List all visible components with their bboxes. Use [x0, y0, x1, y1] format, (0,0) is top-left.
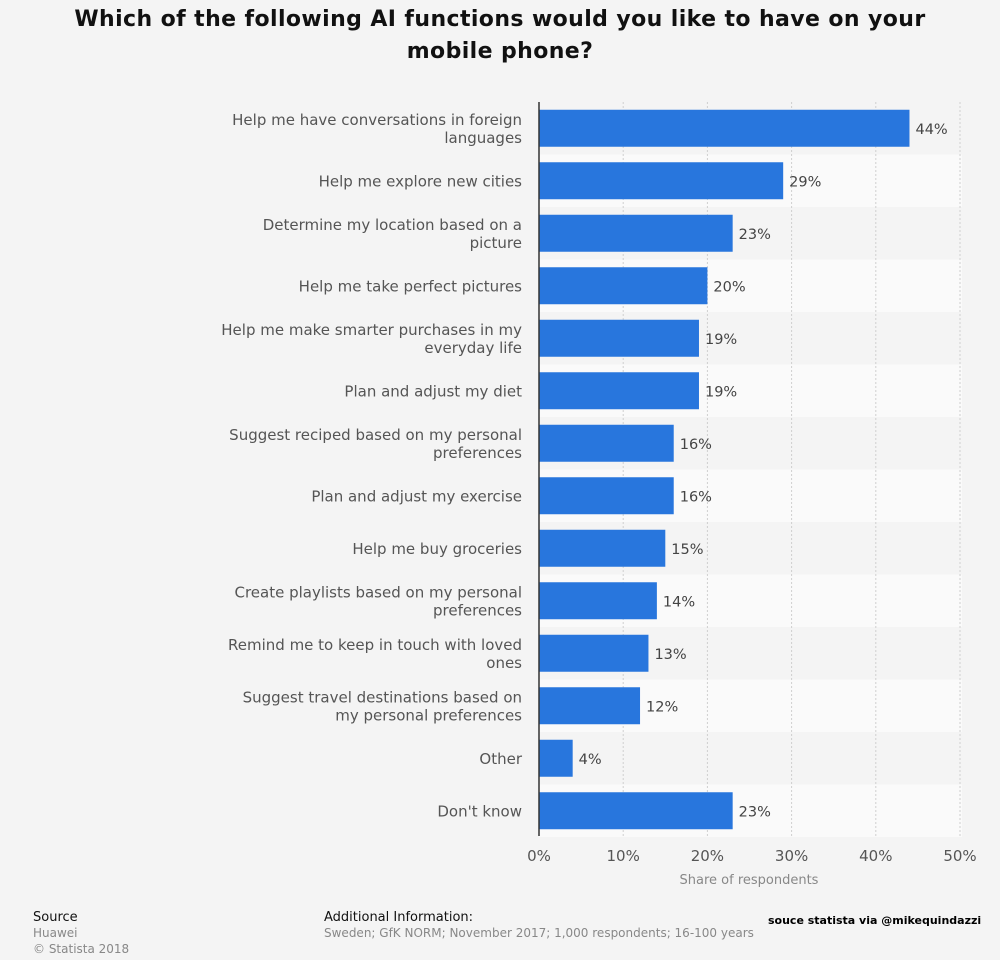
- bar-value-label: 19%: [705, 384, 737, 400]
- category-label: Plan and adjust my diet: [344, 382, 522, 400]
- category-label: Help me have conversations in foreign lan…: [232, 111, 522, 147]
- bar: [539, 687, 641, 725]
- bar-value-label: 16%: [680, 437, 712, 453]
- bar-value-label: 14%: [663, 594, 695, 610]
- bar: [539, 267, 708, 305]
- category-label: Create playlists based on my personal pre…: [234, 583, 522, 619]
- bar: [539, 214, 733, 252]
- bar-value-label: 20%: [713, 279, 745, 295]
- x-axis-title: Share of respondents: [680, 873, 819, 888]
- bar: [539, 477, 674, 515]
- bar-value-label: 19%: [705, 332, 737, 348]
- category-label: Don't know: [437, 802, 522, 820]
- bar-value-label: 16%: [680, 489, 712, 505]
- additional-info-heading: Additional Information:: [324, 910, 474, 925]
- bar-value-label: 15%: [671, 542, 703, 558]
- bar-value-label: 23%: [739, 227, 771, 243]
- bar: [539, 529, 666, 567]
- x-axis-ticks: 0% 10% 20% 30% 40% 50%: [527, 847, 977, 865]
- x-tick-label: 20%: [691, 847, 724, 865]
- source-heading: Source: [33, 910, 78, 925]
- bar: [539, 424, 674, 462]
- bar-value-label: 44%: [915, 122, 947, 138]
- category-label: Help me buy groceries: [352, 540, 522, 558]
- x-tick-label: 50%: [943, 847, 976, 865]
- x-tick-label: 40%: [859, 847, 892, 865]
- category-label: Other: [479, 750, 522, 768]
- bars: [539, 109, 910, 830]
- category-label: Suggest travel destinations based on my p…: [243, 688, 523, 724]
- x-tick-label: 30%: [775, 847, 808, 865]
- bar: [539, 109, 910, 147]
- bar: [539, 634, 649, 672]
- bar-value-label: 4%: [579, 752, 602, 768]
- bar: [539, 792, 733, 830]
- category-label: Help me explore new cities: [319, 172, 523, 190]
- bar-value-label: 13%: [654, 647, 686, 663]
- x-tick-label: 0%: [527, 847, 551, 865]
- row-bands: [539, 102, 962, 837]
- category-labels: Help me have conversations in foreign lan…: [221, 111, 523, 821]
- category-label: Help me make smarter purchases in my ever…: [221, 321, 522, 357]
- category-label: Plan and adjust my exercise: [311, 487, 522, 505]
- bar: [539, 372, 699, 410]
- copyright: © Statista 2018: [33, 942, 130, 956]
- bar-value-label: 12%: [646, 699, 678, 715]
- credit-watermark: souce statista via @mikequindazzi: [768, 914, 982, 927]
- bar-value-label: 29%: [789, 174, 821, 190]
- value-labels: 44% 29% 23% 20% 19% 19% 16% 16% 15% 14% 13% 12% 4% 23…: [579, 122, 948, 821]
- bar: [539, 582, 657, 620]
- row-band: [539, 732, 962, 785]
- additional-info-block: Additional Information: Sweden; GfK NORM…: [324, 910, 754, 941]
- bar-value-label: 23%: [739, 804, 771, 820]
- bar: [539, 162, 784, 200]
- bar: [539, 319, 699, 357]
- source-name: Huawei: [33, 926, 78, 940]
- category-label: Remind me to keep in touch with loved one…: [228, 636, 522, 672]
- category-label: Determine my location based on a picture: [263, 216, 522, 252]
- x-tick-label: 10%: [607, 847, 640, 865]
- chart-title: Which of the following AI functions woul…: [74, 7, 926, 64]
- bar-chart: 44% 29% 23% 20% 19% 19% 16% 16% 15% 14% 13% 12% 4% 23…: [221, 102, 977, 888]
- category-label: Suggest reciped based on my personal pref…: [229, 426, 522, 462]
- bar: [539, 739, 573, 777]
- additional-info-text: Sweden; GfK NORM; November 2017; 1,000 r…: [324, 926, 754, 940]
- category-label: Help me take perfect pictures: [299, 277, 523, 295]
- source-block: Source Huawei © Statista 2018: [33, 910, 129, 957]
